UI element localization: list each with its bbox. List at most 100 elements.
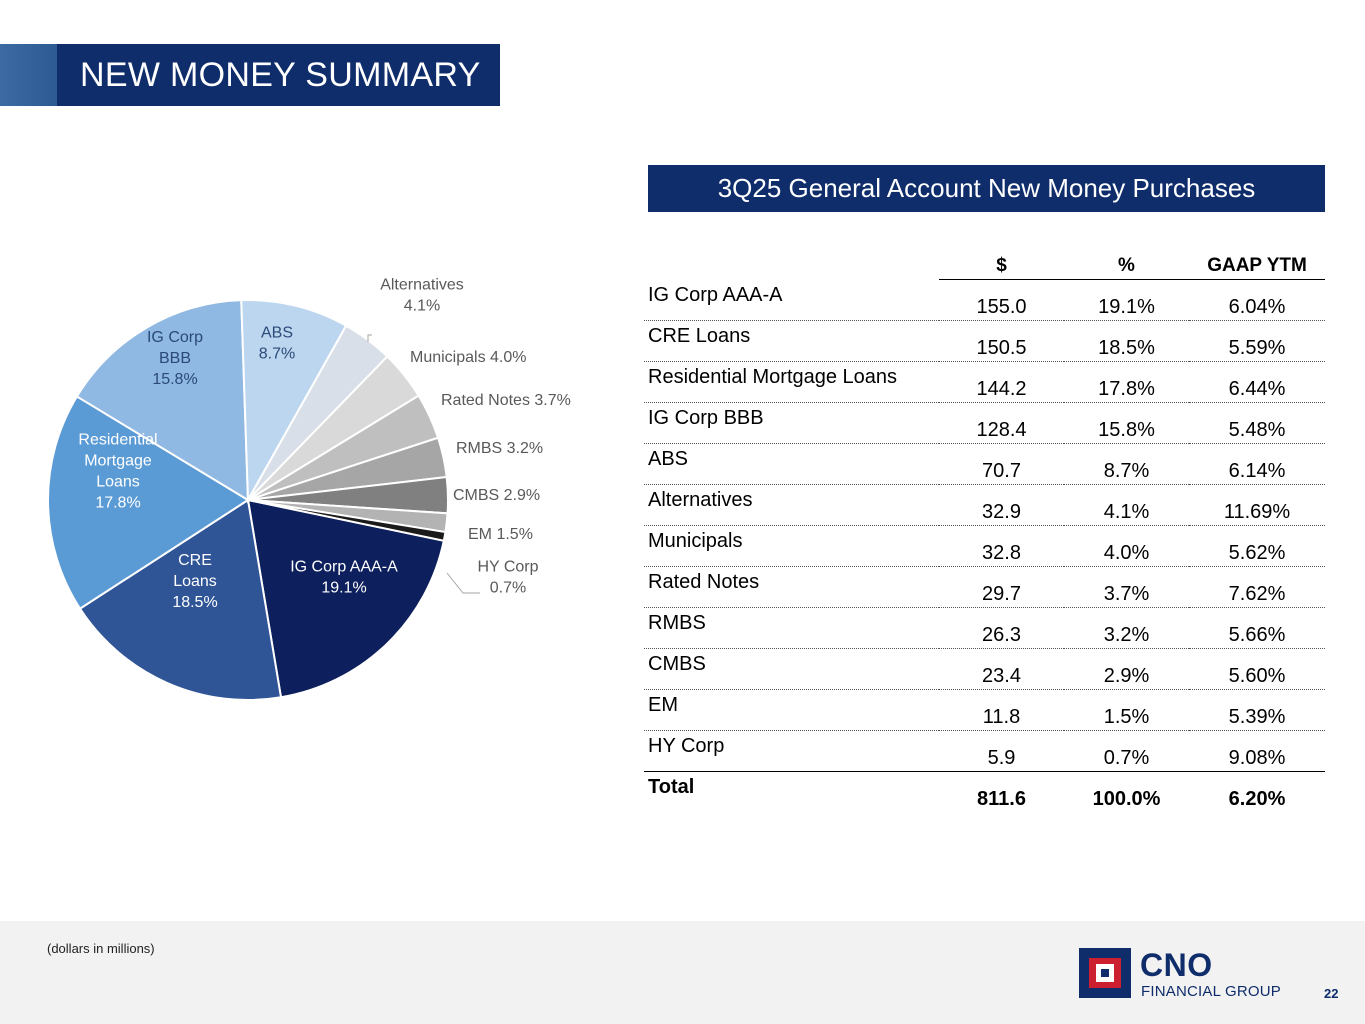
row-usd: 32.9 [939, 484, 1064, 526]
total-ytm: 6.20% [1228, 787, 1286, 810]
pie-slice-residential-mortgage-loans [47, 395, 250, 611]
pie-slice-abs [240, 299, 348, 504]
row-name: HY Corp [644, 730, 939, 772]
footer-band [0, 921, 1365, 1024]
row-pct: 8.7% [1064, 443, 1189, 485]
row-name: IG Corp AAA-A [644, 279, 939, 321]
row-name: ABS [644, 443, 939, 485]
row-ytm: 7.62% [1189, 566, 1325, 608]
header-ytm: GAAP YTM [1189, 247, 1325, 280]
row-name: Alternatives [644, 484, 939, 526]
row-pct: 1.5% [1064, 689, 1189, 731]
header-blank [644, 247, 939, 280]
row-usd: 155.0 [939, 279, 1064, 321]
table-row: CRE Loans 150.5 18.5% 5.59% [644, 320, 1325, 362]
total-usd: 811.6 [977, 787, 1026, 810]
new-money-table: $ % GAAP YTM IG Corp AAA-A 155.0 19.1% 6.04… [644, 247, 1325, 812]
logo-name: CNO [1140, 947, 1213, 983]
row-usd: 26.3 [939, 607, 1064, 649]
table-title: 3Q25 General Account New Money Purchases [648, 165, 1325, 212]
row-usd: 144.2 [939, 361, 1064, 403]
logo-subtitle: FINANCIAL GROUP [1141, 983, 1281, 1000]
row-ytm: 5.59% [1189, 320, 1325, 362]
table-row: Rated Notes 29.7 3.7% 7.62% [644, 566, 1325, 608]
table-total-row: Total 811.6 100.0% 6.20% [644, 771, 1325, 812]
leader-line [446, 572, 480, 594]
total-name: Total [648, 775, 695, 798]
row-name: Municipals [644, 525, 939, 567]
header-pct: % [1064, 247, 1189, 280]
row-usd: 23.4 [939, 648, 1064, 690]
row-ytm: 6.44% [1189, 361, 1325, 403]
row-name: IG Corp BBB [644, 402, 939, 444]
row-name: CRE Loans [644, 320, 939, 362]
row-name: RMBS [644, 607, 939, 649]
leader-line [367, 334, 372, 342]
row-pct: 19.1% [1064, 279, 1189, 321]
row-ytm: 5.39% [1189, 689, 1325, 731]
page-number: 22 [1324, 986, 1339, 1001]
row-usd: 70.7 [939, 443, 1064, 485]
row-ytm: 5.66% [1189, 607, 1325, 649]
table-row: IG Corp AAA-A 155.0 19.1% 6.04% [644, 279, 1325, 321]
row-name: Residential Mortgage Loans [644, 361, 939, 403]
row-pct: 4.0% [1064, 525, 1189, 567]
row-ytm: 6.04% [1189, 279, 1325, 321]
slide-title: NEW MONEY SUMMARY [57, 44, 500, 106]
row-pct: 3.7% [1064, 566, 1189, 608]
row-pct: 18.5% [1064, 320, 1189, 362]
pie-label-ig-corp-bbb: IG Corp BBB 15.8% [147, 329, 203, 388]
pie-label-rated-notes: Rated Notes 3.7% [441, 392, 571, 409]
row-pct: 15.8% [1064, 402, 1189, 444]
table-row: IG Corp BBB 128.4 15.8% 5.48% [644, 402, 1325, 444]
row-name: Rated Notes [644, 566, 939, 608]
table-row: EM 11.8 1.5% 5.39% [644, 689, 1325, 731]
row-pct: 4.1% [1064, 484, 1189, 526]
row-ytm: 11.69% [1189, 484, 1325, 526]
row-usd: 128.4 [939, 402, 1064, 444]
total-pct: 100.0% [1092, 787, 1161, 810]
row-name: CMBS [644, 648, 939, 690]
table-row: RMBS 26.3 3.2% 5.66% [644, 607, 1325, 649]
row-ytm: 5.62% [1189, 525, 1325, 567]
table-row: HY Corp 5.9 0.7% 9.08% [644, 730, 1325, 772]
pie-slice-ig-corp-aaa-a [246, 498, 445, 699]
row-pct: 0.7% [1064, 730, 1189, 772]
pie-slice-cre-loans [78, 498, 283, 701]
table-header-row: $ % GAAP YTM [644, 247, 1325, 280]
row-usd: 11.8 [939, 689, 1064, 731]
pie-label-cre-loans: CRE Loans 18.5% [172, 552, 217, 611]
title-accent-bar [0, 44, 57, 106]
table-row: Alternatives 32.9 4.1% 11.69% [644, 484, 1325, 526]
row-pct: 17.8% [1064, 361, 1189, 403]
pie-slice-hy-corp [247, 499, 447, 542]
footnote: (dollars in millions) [47, 941, 155, 956]
table-row: Municipals 32.8 4.0% 5.62% [644, 525, 1325, 567]
row-name: EM [644, 689, 939, 731]
pie-label-municipals: Municipals 4.0% [410, 349, 527, 366]
row-usd: 150.5 [939, 320, 1064, 362]
pie-label-rmbs: RMBS 3.2% [456, 440, 543, 457]
pie-label-hy-corp: HY Corp 0.7% [477, 559, 538, 597]
row-ytm: 5.48% [1189, 402, 1325, 444]
row-pct: 3.2% [1064, 607, 1189, 649]
header-usd: $ [939, 247, 1064, 280]
row-ytm: 9.08% [1189, 730, 1325, 772]
row-ytm: 6.14% [1189, 443, 1325, 485]
table-row: ABS 70.7 8.7% 6.14% [644, 443, 1325, 485]
pie-label-em: EM 1.5% [468, 526, 533, 543]
pie-label-ig-corp-aaa-a: IG Corp AAA-A 19.1% [290, 559, 398, 597]
pie-label-alternatives: Alternatives 4.1% [380, 277, 464, 315]
pie-label-abs: ABS 8.7% [259, 325, 295, 363]
row-usd: 5.9 [939, 730, 1064, 772]
row-usd: 29.7 [939, 566, 1064, 608]
pie-chart: IG Corp AAA-A 19.1% CRE Loans 18.5% Residenti… [47, 277, 571, 701]
pie-slice-ig-corp-bbb [75, 299, 250, 502]
row-ytm: 5.60% [1189, 648, 1325, 690]
row-usd: 32.8 [939, 525, 1064, 567]
table-row: Residential Mortgage Loans 144.2 17.8% 6.44… [644, 361, 1325, 403]
cno-logo-icon [1079, 948, 1131, 998]
table-row: CMBS 23.4 2.9% 5.60% [644, 648, 1325, 690]
row-pct: 2.9% [1064, 648, 1189, 690]
pie-label-cmbs: CMBS 2.9% [453, 487, 540, 504]
